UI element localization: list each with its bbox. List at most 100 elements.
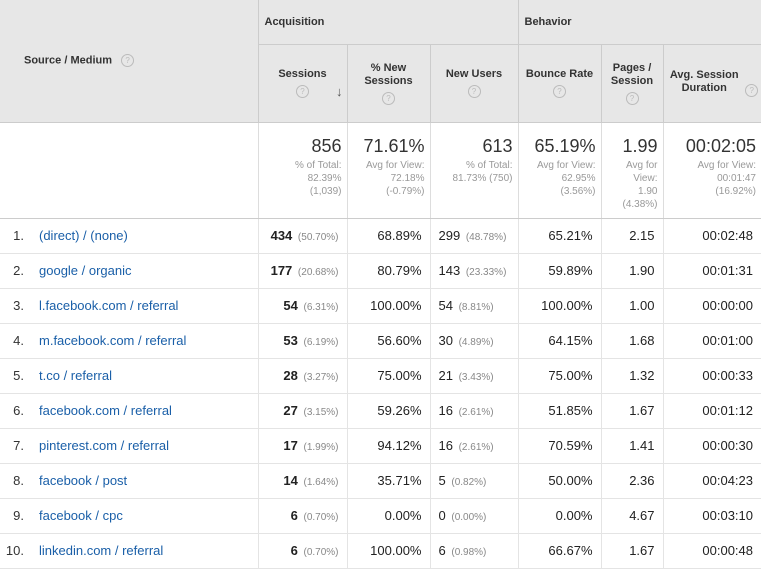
new-users-value: 6 bbox=[438, 543, 446, 558]
help-icon[interactable]: ? bbox=[382, 91, 395, 105]
sort-descending-icon[interactable]: ↓ bbox=[336, 83, 343, 99]
new-users-value: 54 bbox=[438, 298, 453, 313]
new-sessions-cell: 75.00% bbox=[346, 358, 430, 394]
pages-session-cell: 1.32 bbox=[600, 358, 663, 394]
pages-session-cell: 1.41 bbox=[600, 428, 663, 464]
source-medium-header[interactable]: Source / Medium ? bbox=[0, 0, 259, 122]
total-sessions: 856 % of Total: 82.39% (1,039) bbox=[257, 121, 347, 219]
table-row: 1. (direct) / (none) 434 (50.70%) 68.89% … bbox=[0, 218, 761, 254]
help-icon[interactable]: ? bbox=[296, 85, 309, 98]
sessions-cell: 6 (0.70%) bbox=[257, 533, 347, 569]
source-cell: 4. m.facebook.com / referral bbox=[0, 323, 258, 359]
sessions-cell: 6 (0.70%) bbox=[257, 498, 347, 534]
row-index: 8. bbox=[13, 473, 24, 488]
table-row: 3. l.facebook.com / referral 54 (6.31%) 1… bbox=[0, 288, 761, 324]
sessions-value: 27 bbox=[283, 403, 298, 418]
new-sessions-cell: 94.12% bbox=[346, 428, 430, 464]
new-users-cell: 5 (0.82%) bbox=[429, 463, 518, 499]
new-users-cell: 143 (23.33%) bbox=[429, 253, 518, 289]
sessions-cell: 53 (6.19%) bbox=[257, 323, 347, 359]
sessions-percent: (50.70%) bbox=[297, 232, 339, 243]
behavior-group-header: Behavior bbox=[517, 0, 761, 45]
source-medium-link[interactable]: facebook / cpc bbox=[39, 508, 123, 523]
pages-session-column-header[interactable]: Pages / Session ? bbox=[600, 44, 663, 122]
total-new-sessions: 71.61% Avg for View: 72.18% (-0.79%) bbox=[346, 121, 430, 219]
sessions-percent: (0.70%) bbox=[303, 512, 339, 523]
help-icon[interactable]: ? bbox=[625, 91, 639, 105]
row-index: 3. bbox=[13, 298, 24, 313]
acquisition-group-header: Acquisition bbox=[257, 0, 518, 45]
source-cell: 6. facebook.com / referral bbox=[0, 393, 258, 429]
source-medium-link[interactable]: t.co / referral bbox=[39, 368, 112, 383]
total-avg-duration: 00:02:05 Avg for View: 00:01:47 (16.92%) bbox=[662, 121, 761, 219]
new-sessions-cell: 0.00% bbox=[346, 498, 430, 534]
help-icon[interactable]: ? bbox=[553, 85, 566, 98]
sessions-percent: (0.70%) bbox=[303, 547, 339, 558]
new-users-percent: (23.33%) bbox=[465, 267, 507, 278]
source-medium-link[interactable]: facebook.com / referral bbox=[39, 403, 172, 418]
sessions-percent: (3.15%) bbox=[303, 407, 339, 418]
new-users-percent: (4.89%) bbox=[458, 337, 494, 348]
bounce-rate-cell: 59.89% bbox=[517, 253, 601, 289]
pages-session-cell: 4.67 bbox=[600, 498, 663, 534]
help-icon[interactable]: ? bbox=[121, 54, 135, 68]
avg-duration-column-header[interactable]: Avg. Session Duration ? bbox=[662, 44, 761, 122]
new-users-cell: 30 (4.89%) bbox=[429, 323, 518, 359]
sessions-value: 17 bbox=[283, 438, 298, 453]
sessions-cell: 27 (3.15%) bbox=[257, 393, 347, 429]
sessions-cell: 17 (1.99%) bbox=[257, 428, 347, 464]
row-index: 2. bbox=[13, 263, 24, 278]
pages-session-cell: 1.68 bbox=[600, 323, 663, 359]
sessions-value: 54 bbox=[283, 298, 298, 313]
new-users-value: 5 bbox=[438, 473, 446, 488]
bounce-rate-column-header[interactable]: Bounce Rate ? bbox=[517, 44, 601, 122]
new-users-percent: (48.78%) bbox=[465, 232, 507, 243]
new-users-column-header[interactable]: New Users ? bbox=[429, 44, 518, 122]
avg-duration-cell: 00:01:31 bbox=[662, 253, 761, 289]
sessions-percent: (6.31%) bbox=[303, 302, 339, 313]
pages-session-cell: 1.00 bbox=[600, 288, 663, 324]
source-cell: 8. facebook / post bbox=[0, 463, 258, 499]
avg-duration-cell: 00:03:10 bbox=[662, 498, 761, 534]
bounce-rate-cell: 64.15% bbox=[517, 323, 601, 359]
new-users-value: 16 bbox=[438, 438, 453, 453]
source-medium-link[interactable]: linkedin.com / referral bbox=[39, 543, 164, 558]
source-medium-link[interactable]: l.facebook.com / referral bbox=[39, 298, 179, 313]
new-users-percent: (3.43%) bbox=[458, 372, 494, 383]
avg-duration-cell: 00:01:12 bbox=[662, 393, 761, 429]
new-sessions-cell: 59.26% bbox=[346, 393, 430, 429]
pages-session-cell: 2.15 bbox=[600, 218, 663, 254]
avg-duration-cell: 00:04:23 bbox=[662, 463, 761, 499]
source-medium-link[interactable]: (direct) / (none) bbox=[39, 228, 128, 243]
help-icon[interactable]: ? bbox=[745, 83, 759, 97]
source-medium-link[interactable]: google / organic bbox=[39, 263, 132, 278]
sessions-column-header[interactable]: Sessions ? ↓ bbox=[257, 44, 347, 122]
bounce-rate-cell: 50.00% bbox=[517, 463, 601, 499]
source-medium-link[interactable]: pinterest.com / referral bbox=[39, 438, 170, 453]
table-row: 2. google / organic 177 (20.68%) 80.79% 1… bbox=[0, 253, 761, 289]
help-icon[interactable]: ? bbox=[467, 85, 481, 98]
new-users-cell: 6 (0.98%) bbox=[429, 533, 518, 569]
new-users-cell: 16 (2.61%) bbox=[429, 393, 518, 429]
bounce-rate-cell: 66.67% bbox=[517, 533, 601, 569]
table-row: 7. pinterest.com / referral 17 (1.99%) 94… bbox=[0, 428, 761, 464]
sessions-cell: 434 (50.70%) bbox=[257, 218, 347, 254]
sessions-cell: 54 (6.31%) bbox=[257, 288, 347, 324]
data-rows: 1. (direct) / (none) 434 (50.70%) 68.89% … bbox=[0, 218, 761, 569]
new-users-cell: 16 (2.61%) bbox=[429, 428, 518, 464]
table-row: 8. facebook / post 14 (1.64%) 35.71% 5 (0… bbox=[0, 463, 761, 499]
table-row: 4. m.facebook.com / referral 53 (6.19%) 5… bbox=[0, 323, 761, 359]
source-medium-link[interactable]: facebook / post bbox=[39, 473, 128, 488]
row-index: 6. bbox=[13, 403, 24, 418]
sessions-cell: 14 (1.64%) bbox=[257, 463, 347, 499]
pages-session-cell: 2.36 bbox=[600, 463, 663, 499]
source-medium-link[interactable]: m.facebook.com / referral bbox=[39, 333, 187, 348]
bounce-rate-cell: 75.00% bbox=[517, 358, 601, 394]
new-sessions-column-header[interactable]: % New Sessions ? bbox=[346, 44, 430, 122]
bounce-rate-cell: 70.59% bbox=[517, 428, 601, 464]
new-sessions-cell: 68.89% bbox=[346, 218, 430, 254]
sessions-percent: (1.64%) bbox=[303, 477, 339, 488]
new-users-value: 30 bbox=[438, 333, 453, 348]
pages-session-cell: 1.90 bbox=[600, 253, 663, 289]
sessions-value: 6 bbox=[290, 543, 298, 558]
